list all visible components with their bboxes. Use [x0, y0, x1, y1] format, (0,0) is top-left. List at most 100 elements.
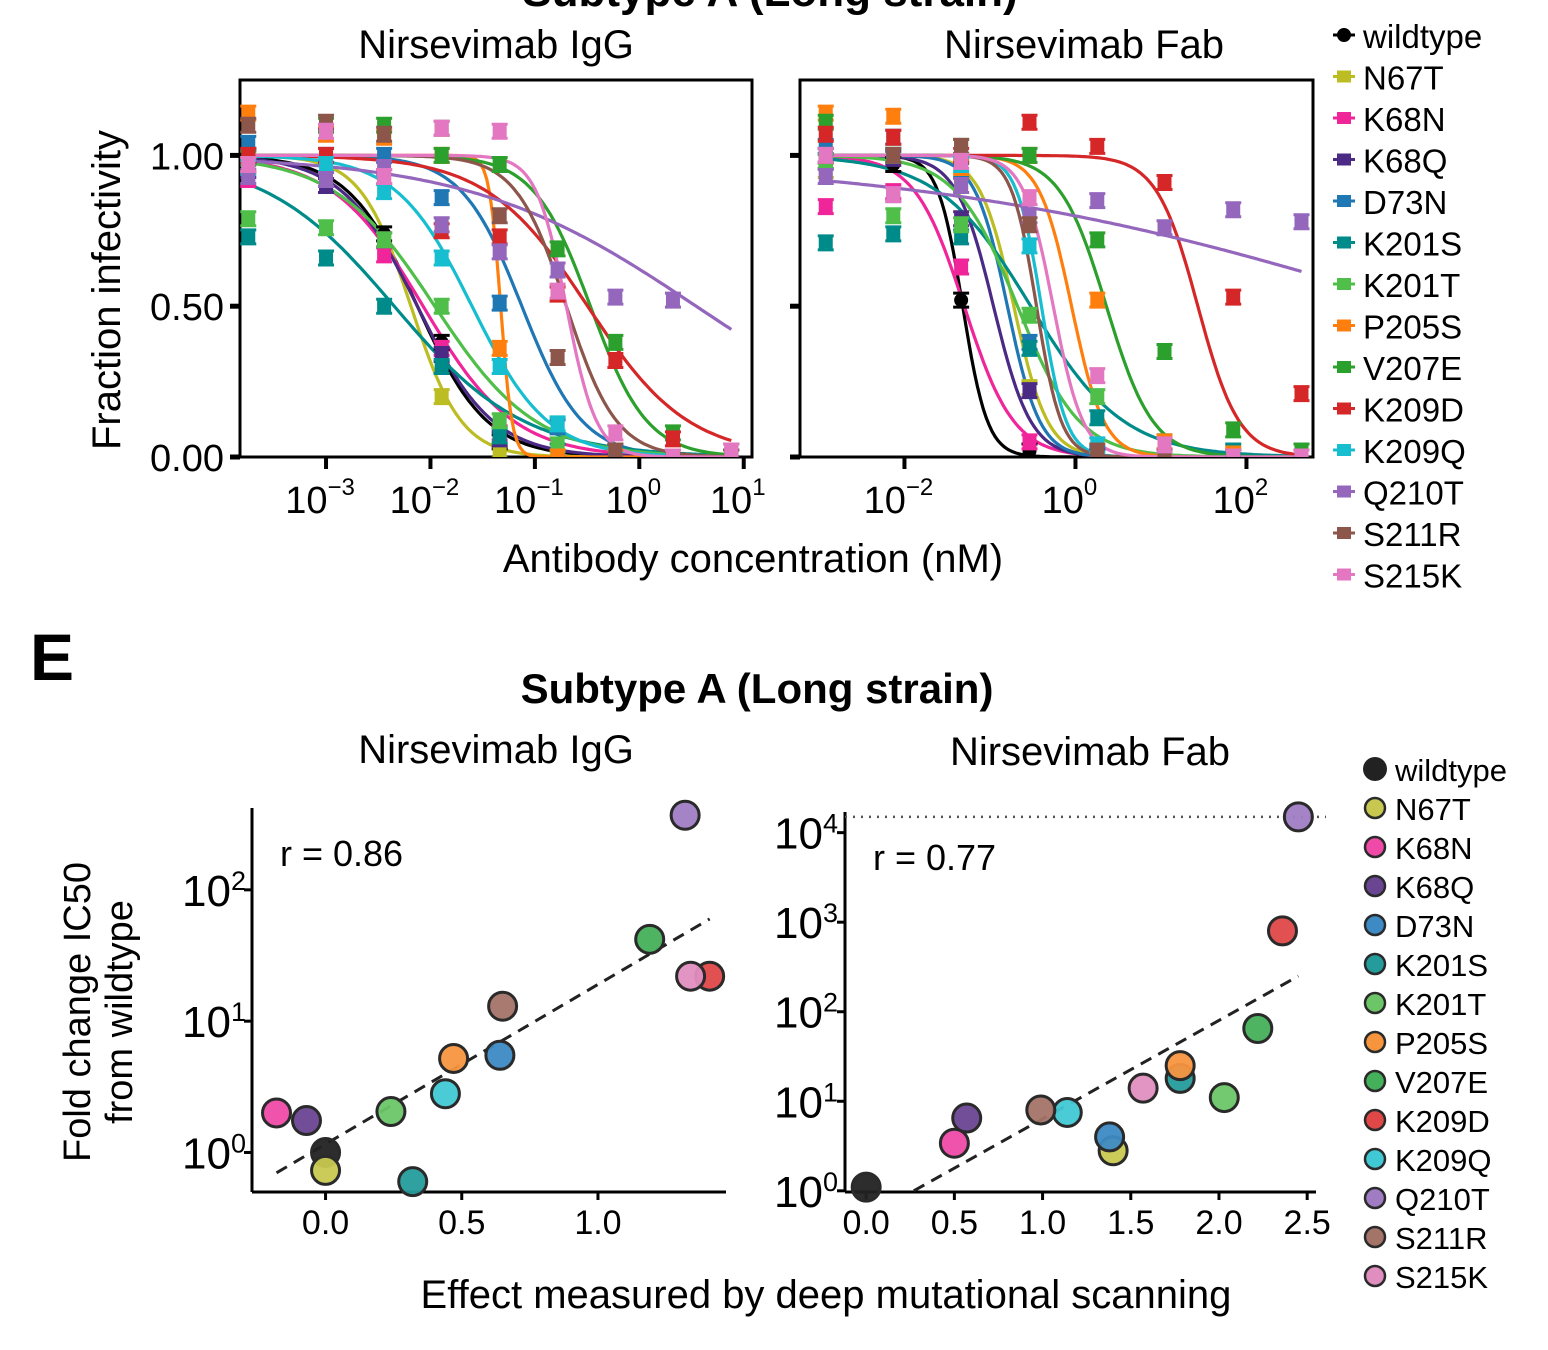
- legend-item-K68N: K68N: [1363, 831, 1473, 866]
- data-point-Q210T: [434, 217, 449, 232]
- scatter-point-S215K: [1127, 1072, 1159, 1104]
- data-point-K209D: [1157, 175, 1172, 190]
- legend-label: S215K: [1395, 1260, 1488, 1295]
- scatter-point-K201T: [1208, 1082, 1240, 1114]
- legend-label: K68Q: [1395, 870, 1474, 905]
- legend-label: P205S: [1363, 309, 1462, 346]
- legend-marker-circle: [1363, 913, 1387, 937]
- data-point-P205S: [1090, 293, 1105, 308]
- data-point-K209D: [1226, 290, 1241, 305]
- data-point-K201S: [241, 229, 256, 244]
- panel-e-fab-title: Nirsevimab Fab: [950, 730, 1230, 774]
- legend-item-K201T: K201T: [1363, 987, 1486, 1022]
- x-tick-label: 100: [1042, 474, 1098, 522]
- plot-frame: [798, 78, 1315, 459]
- legend-marker-square: [1337, 444, 1351, 456]
- legend-label: V207E: [1395, 1065, 1488, 1100]
- data-point-S211R: [550, 350, 565, 365]
- data-point-S215K: [886, 187, 901, 202]
- legend-label: D73N: [1363, 184, 1447, 221]
- data-point-K201T: [434, 299, 449, 314]
- legend-item-K68Q: K68Q: [1333, 143, 1447, 180]
- x-tick-label: 1.0: [1019, 1204, 1066, 1242]
- legend-label: K209Q: [1395, 1143, 1492, 1178]
- scatter-point-N67T: [310, 1154, 342, 1186]
- y-tick-label: 103: [774, 898, 838, 948]
- scatter-point-K209D: [1266, 915, 1298, 947]
- scatter-point-P205S: [438, 1042, 470, 1074]
- data-point-V207E: [1090, 232, 1105, 247]
- legend-label: K201S: [1395, 948, 1488, 983]
- data-point-V207E: [1022, 148, 1037, 163]
- legend-label: S211R: [1395, 1221, 1488, 1256]
- legend-marker-circle: [1363, 991, 1387, 1015]
- legend-marker-square: [1337, 195, 1351, 207]
- legend-label: wildtype: [1362, 18, 1482, 55]
- scatter-point-Q210T: [669, 799, 701, 831]
- correlation-annotation: r = 0.77: [873, 837, 996, 878]
- data-point-V207E: [1157, 344, 1172, 359]
- dms-scatter-fab: 100 101 102 103 104 0.0 0.5 1.0 1.5 2.0 2.5 r = 0.7…: [774, 801, 1331, 1242]
- data-point-K201T: [1022, 308, 1037, 323]
- data-point-S215K: [434, 121, 449, 136]
- x-tick-label: 10−1: [494, 474, 564, 522]
- data-point-S211R: [1157, 450, 1172, 457]
- data-point-S215K: [608, 425, 623, 440]
- regression-line: [913, 974, 1300, 1193]
- x-tick-label: 10−2: [390, 474, 460, 522]
- legend-label: K209D: [1395, 1104, 1490, 1139]
- legend-label: D73N: [1395, 909, 1474, 944]
- data-point-K201T: [377, 232, 392, 247]
- data-point-K201S: [492, 428, 507, 443]
- data-point-S215K: [1294, 450, 1309, 457]
- dms-scatter-igg: 100 101 102 0.0 0.5 1.0 r = 0.86: [182, 799, 726, 1242]
- data-point-K68N: [954, 259, 969, 274]
- scatter-point-K209Q: [1051, 1096, 1083, 1128]
- panel-e-igg-title: Nirsevimab IgG: [358, 728, 634, 772]
- data-point-K201S: [818, 235, 833, 250]
- legend-label: Q210T: [1363, 475, 1464, 512]
- fit-curve-S215K: [825, 153, 1302, 457]
- neutralization-chart-fab: 10−2 100 102: [790, 78, 1315, 522]
- data-point-V207E: [818, 115, 833, 130]
- legend-marker-circle: [1363, 1264, 1387, 1288]
- data-point-Q210T: [1226, 202, 1241, 217]
- legend-marker-circle: [1363, 1225, 1387, 1249]
- legend-item-V207E: V207E: [1363, 1065, 1488, 1100]
- scatter-point-S211R: [487, 990, 519, 1022]
- legend-marker-circle: [1363, 1030, 1387, 1054]
- legend-label: S211R: [1363, 516, 1461, 553]
- fit-curve-K68Q: [825, 153, 1302, 457]
- x-tick-label: 0.0: [302, 1204, 349, 1242]
- data-point-S211R: [1090, 443, 1105, 457]
- panel-e-label: E: [30, 620, 74, 694]
- legend-label: K68N: [1395, 831, 1473, 866]
- x-tick-label: 0.0: [843, 1204, 890, 1242]
- data-point-Q210T: [241, 169, 256, 184]
- y-tick-label: 100: [182, 1128, 246, 1178]
- x-tick-label: 10−3: [285, 474, 355, 522]
- legend-marker-circle: [1337, 28, 1351, 42]
- legend-marker-square: [1337, 70, 1351, 83]
- legend-item-S211R: S211R: [1363, 1221, 1488, 1256]
- legend-marker-circle: [1363, 874, 1387, 898]
- legend-label: K68N: [1363, 101, 1446, 138]
- data-point-K209D: [818, 127, 833, 142]
- scatter-point-P205S: [1164, 1050, 1196, 1082]
- x-tick-label: 0.5: [438, 1204, 485, 1242]
- data-point-K201S: [319, 250, 334, 265]
- data-point-Q210T: [1294, 214, 1309, 229]
- data-point-K209D: [608, 353, 623, 368]
- data-point-V207E: [434, 148, 449, 163]
- fit-curve-K201T: [248, 161, 732, 457]
- legend-label: Q210T: [1395, 1182, 1490, 1217]
- scatter-point-K68Q: [951, 1102, 983, 1134]
- legend-item-K201S: K201S: [1333, 226, 1462, 263]
- panel-e-ylabel-line2: from wildtype: [99, 900, 141, 1124]
- legend-marker-circle: [1363, 952, 1387, 976]
- legend-label: K209D: [1363, 392, 1464, 429]
- data-point-Q210T: [1157, 220, 1172, 235]
- legend-marker-square: [1337, 319, 1351, 332]
- x-tick-label: 102: [1213, 474, 1269, 522]
- y-tick-label: 104: [774, 809, 838, 859]
